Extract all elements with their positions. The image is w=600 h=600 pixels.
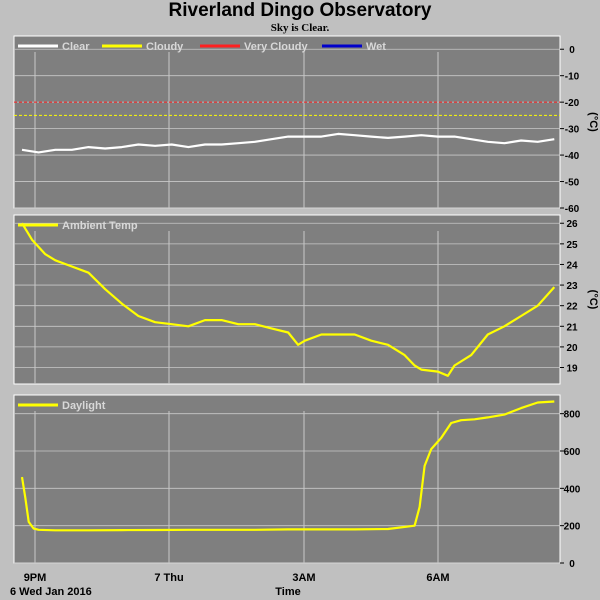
panel-daylight	[13, 394, 561, 564]
y-tick-label: -20	[565, 98, 580, 109]
y-tick-label: 26	[566, 219, 578, 230]
series-line	[21, 222, 556, 377]
y-tick-label: 800	[564, 410, 581, 421]
legend-label: Daylight	[62, 400, 106, 412]
y-tick-label: 25	[566, 240, 578, 251]
x-tick-label: 7 Thu	[154, 572, 183, 584]
y-tick-label: 22	[566, 302, 578, 313]
series-line	[21, 132, 555, 154]
legend-label: Clear	[62, 41, 90, 53]
x-date-label: 6 Wed Jan 2016	[10, 586, 92, 598]
y-tick-label: 400	[564, 484, 581, 495]
y-tick-label: -40	[565, 151, 580, 162]
y-axis-label: (°C)	[587, 290, 599, 310]
y-tick-label: 0	[569, 45, 575, 56]
y-tick-label: -50	[565, 178, 580, 189]
x-axis-title: Time	[275, 586, 300, 598]
panel-sky	[13, 35, 561, 209]
y-tick-label: 19	[566, 364, 578, 375]
y-tick-label: -60	[565, 204, 580, 215]
x-tick-label: 9PM	[24, 572, 47, 584]
y-tick-label: 0	[569, 559, 575, 570]
y-tick-label: 200	[564, 522, 581, 533]
legend-label: Very Cloudy	[244, 41, 308, 53]
series-line	[20, 400, 555, 532]
y-tick-label: 21	[566, 322, 578, 333]
y-tick-label: -10	[565, 72, 580, 83]
y-tick-label: 24	[566, 260, 578, 271]
sky-status: Sky is Clear.	[270, 22, 330, 34]
y-tick-label: 20	[566, 343, 578, 354]
page-title: Riverland Dingo Observatory	[168, 0, 432, 21]
x-tick-label: 3AM	[292, 572, 315, 584]
legend-label: Ambient Temp	[62, 220, 138, 232]
y-tick-label: 600	[564, 447, 581, 458]
legend-label: Cloudy	[146, 41, 184, 53]
y-tick-label: 23	[566, 281, 578, 292]
y-tick-label: -30	[565, 125, 580, 136]
legend-label: Wet	[366, 41, 386, 53]
x-tick-label: 6AM	[426, 572, 449, 584]
y-axis-label: (°C)	[587, 112, 599, 132]
panel-ambient	[13, 214, 561, 385]
